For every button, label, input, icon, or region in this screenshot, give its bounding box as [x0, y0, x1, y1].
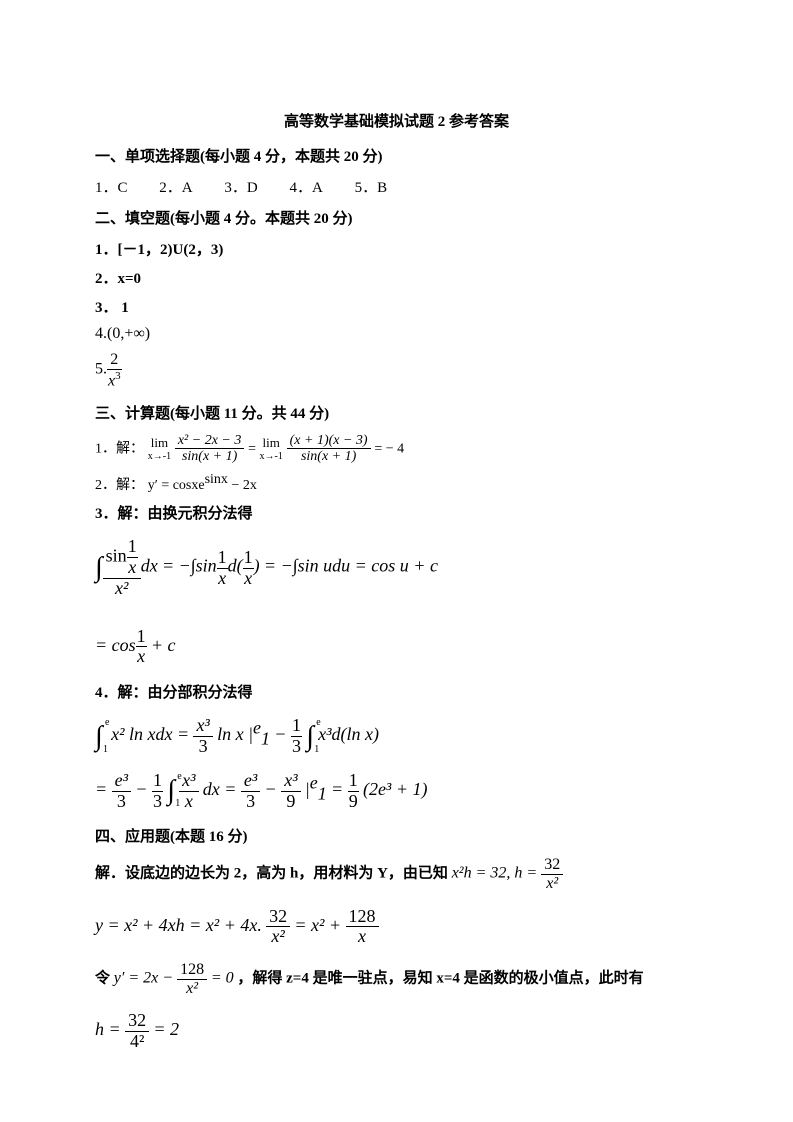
fill-5: 5.2x3	[95, 351, 698, 390]
fill-2: 2．x=0	[95, 267, 698, 288]
calc-q1: 1．解： limx→-1 x² − 2x − 3sin(x + 1) = lim…	[95, 433, 698, 465]
calc-q3-label: 3．解：由换元积分法得	[95, 502, 698, 523]
fill-3: 3． 1	[95, 296, 698, 317]
section2-header: 二、填空题(每小题 4 分。本题共 20 分)	[95, 207, 698, 228]
calc-q3-eq1: ∫ sin1x x² dx = −∫sin1xd(1x) = −∫sin udu…	[95, 537, 698, 598]
app-line4: h = 324² = 2	[95, 1011, 698, 1052]
fill-4: 4.(0,+∞)	[95, 325, 698, 343]
mc-3: 3．D	[224, 176, 257, 197]
mc-4: 4．A	[290, 176, 323, 197]
fill-1: 1．[－1，2)U(2，3)	[95, 238, 698, 259]
app-line2: y = x² + 4xh = x² + 4x. 32x² = x² + 128x	[95, 907, 698, 948]
calc-q4-line2: = e³3 − 13 ∫e1 x³x dx = e³3 − x³9 |e1 = …	[95, 771, 698, 812]
calc-q3-eq2: = cos1x + c	[95, 627, 698, 668]
calc-q4-line1: ∫e1 x² ln xdx = x³3 ln x |e1 − 13 ∫e1 x³…	[95, 716, 698, 757]
mc-answers: 1．C 2．A 3．D 4．A 5．B	[95, 176, 698, 197]
mc-1: 1．C	[95, 176, 128, 197]
calc-q2: 2．解： y′ = cosxesinx − 2x	[95, 472, 698, 494]
calc-q4-label: 4．解：由分部积分法得	[95, 681, 698, 702]
section1-header: 一、单项选择题(每小题 4 分，本题共 20 分)	[95, 145, 698, 166]
page-title: 高等数学基础模拟试题 2 参考答案	[95, 110, 698, 131]
app-line3: 令 y′ = 2x − 128x² = 0 ，解得 z=4 是唯一驻点，易知 x…	[95, 961, 698, 997]
mc-2: 2．A	[159, 176, 192, 197]
mc-5: 5．B	[355, 176, 388, 197]
section4-header: 四、应用题(本题 16 分)	[95, 825, 698, 846]
app-line1: 解．设底边的边长为 2，高为 h，用材料为 Y，由已知 x²h = 32, h …	[95, 856, 698, 892]
section3-header: 三、计算题(每小题 11 分。共 44 分)	[95, 402, 698, 423]
